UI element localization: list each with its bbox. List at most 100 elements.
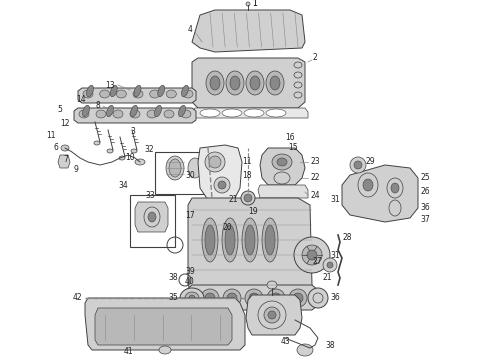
Ellipse shape bbox=[134, 85, 141, 97]
Ellipse shape bbox=[354, 161, 362, 169]
Text: 3: 3 bbox=[130, 127, 135, 136]
Ellipse shape bbox=[250, 76, 260, 90]
Ellipse shape bbox=[245, 289, 263, 307]
Text: 36: 36 bbox=[420, 203, 430, 212]
Ellipse shape bbox=[158, 85, 165, 97]
Ellipse shape bbox=[227, 293, 237, 303]
Ellipse shape bbox=[267, 289, 285, 307]
Polygon shape bbox=[95, 308, 232, 345]
Polygon shape bbox=[246, 295, 302, 335]
Polygon shape bbox=[192, 58, 305, 108]
Text: 23: 23 bbox=[310, 158, 319, 166]
Ellipse shape bbox=[225, 225, 235, 255]
Ellipse shape bbox=[205, 293, 215, 303]
Ellipse shape bbox=[189, 295, 195, 301]
Ellipse shape bbox=[294, 62, 302, 68]
Text: 31: 31 bbox=[330, 251, 340, 260]
Text: 33: 33 bbox=[145, 192, 155, 201]
Ellipse shape bbox=[164, 110, 174, 118]
Ellipse shape bbox=[274, 172, 290, 184]
Text: 1: 1 bbox=[252, 0, 257, 9]
Ellipse shape bbox=[107, 149, 113, 153]
Ellipse shape bbox=[244, 194, 252, 202]
Ellipse shape bbox=[131, 149, 137, 153]
Ellipse shape bbox=[258, 301, 286, 329]
Text: 7: 7 bbox=[63, 156, 68, 165]
Ellipse shape bbox=[350, 157, 366, 173]
Polygon shape bbox=[58, 155, 70, 168]
Ellipse shape bbox=[201, 289, 219, 307]
Text: 13: 13 bbox=[105, 81, 115, 90]
Ellipse shape bbox=[222, 109, 242, 117]
Text: 26: 26 bbox=[420, 188, 430, 197]
Text: 32: 32 bbox=[145, 145, 154, 154]
Ellipse shape bbox=[391, 183, 399, 193]
Ellipse shape bbox=[244, 109, 264, 117]
Polygon shape bbox=[78, 88, 196, 103]
Ellipse shape bbox=[289, 289, 307, 307]
Ellipse shape bbox=[181, 85, 189, 97]
Text: 39: 39 bbox=[185, 267, 195, 276]
Text: 36: 36 bbox=[330, 293, 340, 302]
Ellipse shape bbox=[277, 158, 287, 166]
Text: 9: 9 bbox=[73, 166, 78, 175]
Ellipse shape bbox=[358, 173, 378, 197]
Text: 1: 1 bbox=[252, 0, 257, 9]
Ellipse shape bbox=[218, 181, 226, 189]
Ellipse shape bbox=[61, 145, 69, 151]
Ellipse shape bbox=[159, 346, 171, 354]
Bar bbox=[130, 195, 175, 247]
Ellipse shape bbox=[294, 82, 302, 88]
Ellipse shape bbox=[147, 110, 157, 118]
Ellipse shape bbox=[214, 177, 230, 193]
Ellipse shape bbox=[133, 90, 143, 98]
Ellipse shape bbox=[245, 225, 255, 255]
Ellipse shape bbox=[264, 307, 280, 323]
Ellipse shape bbox=[166, 90, 176, 98]
Text: 24: 24 bbox=[310, 190, 319, 199]
Ellipse shape bbox=[188, 158, 202, 178]
Text: 2: 2 bbox=[312, 54, 317, 63]
Ellipse shape bbox=[154, 105, 162, 117]
Polygon shape bbox=[198, 145, 242, 205]
Ellipse shape bbox=[313, 293, 323, 303]
Text: 30: 30 bbox=[185, 171, 195, 180]
Ellipse shape bbox=[265, 225, 275, 255]
Ellipse shape bbox=[268, 311, 276, 319]
Ellipse shape bbox=[183, 90, 193, 98]
Text: 11: 11 bbox=[242, 158, 251, 166]
Ellipse shape bbox=[294, 72, 302, 78]
Ellipse shape bbox=[130, 105, 138, 117]
Ellipse shape bbox=[222, 218, 238, 262]
Ellipse shape bbox=[166, 156, 184, 180]
Polygon shape bbox=[192, 108, 308, 118]
Ellipse shape bbox=[119, 156, 125, 160]
Text: 4: 4 bbox=[187, 26, 192, 35]
Text: 21: 21 bbox=[228, 195, 238, 204]
Ellipse shape bbox=[110, 85, 117, 97]
Ellipse shape bbox=[130, 110, 140, 118]
Ellipse shape bbox=[116, 90, 126, 98]
Ellipse shape bbox=[82, 105, 90, 117]
Ellipse shape bbox=[270, 76, 280, 90]
Ellipse shape bbox=[209, 156, 221, 168]
Ellipse shape bbox=[205, 225, 215, 255]
Text: 5: 5 bbox=[57, 105, 62, 114]
Ellipse shape bbox=[266, 109, 286, 117]
Text: 41: 41 bbox=[123, 347, 133, 356]
Bar bbox=[155, 152, 207, 194]
Ellipse shape bbox=[181, 110, 191, 118]
Text: 16: 16 bbox=[285, 134, 294, 143]
Ellipse shape bbox=[308, 288, 328, 308]
Text: 20: 20 bbox=[222, 224, 232, 233]
Polygon shape bbox=[85, 298, 245, 350]
Ellipse shape bbox=[327, 262, 333, 268]
Ellipse shape bbox=[83, 90, 93, 98]
Text: 10: 10 bbox=[125, 153, 135, 162]
Ellipse shape bbox=[267, 281, 277, 289]
Ellipse shape bbox=[185, 292, 199, 304]
Polygon shape bbox=[186, 285, 318, 310]
Ellipse shape bbox=[307, 250, 317, 260]
Polygon shape bbox=[260, 148, 305, 185]
Ellipse shape bbox=[178, 105, 186, 117]
